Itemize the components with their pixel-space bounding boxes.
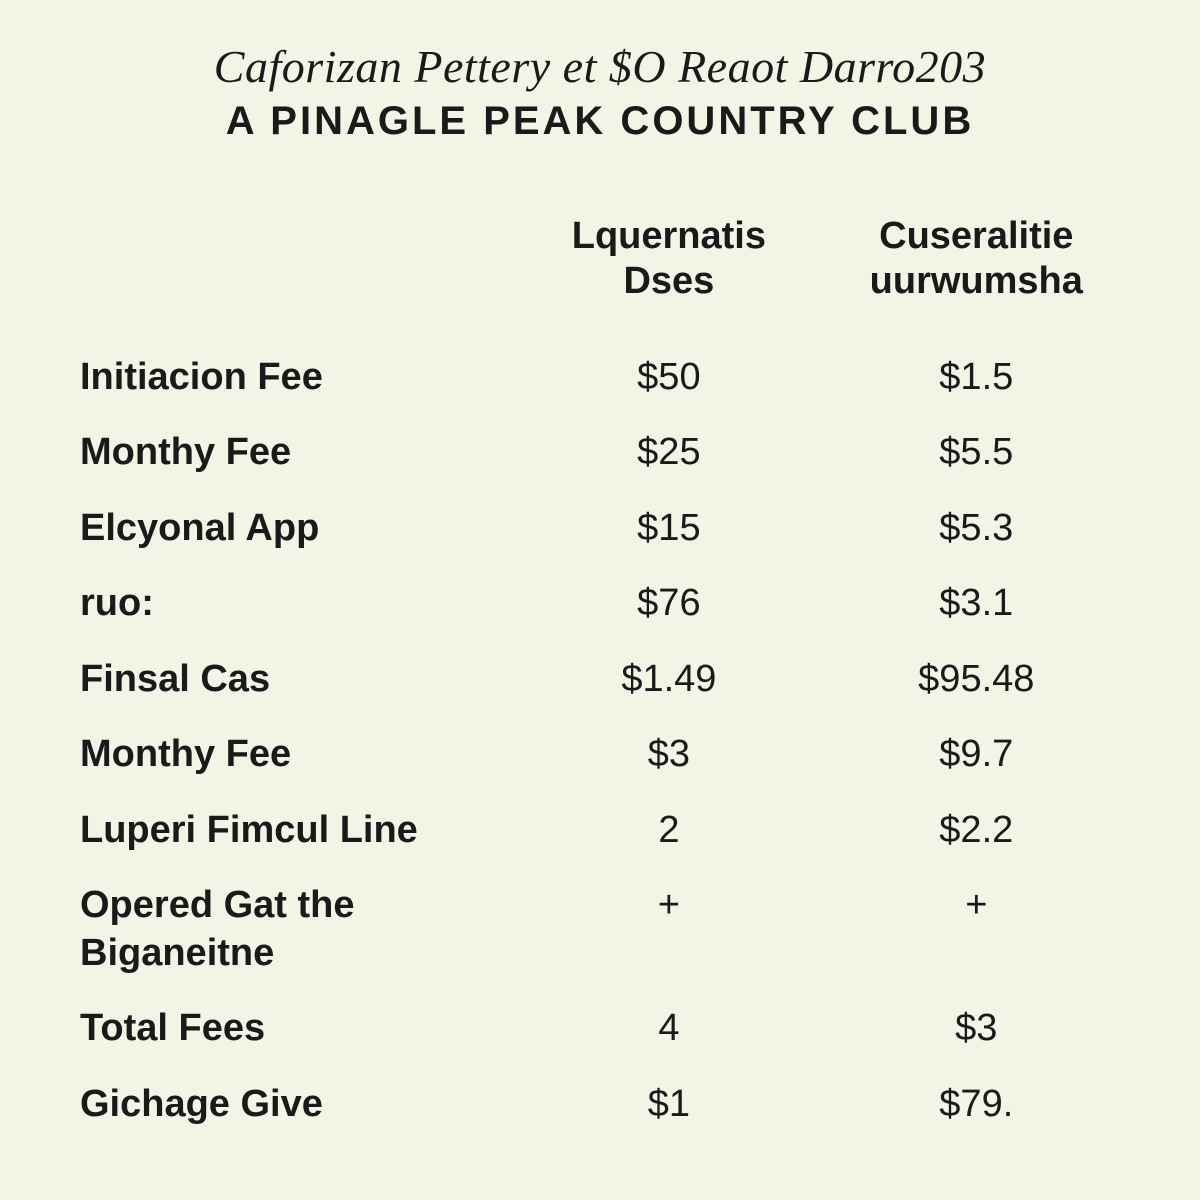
table-row: Elcyonal App $15 $5.3 — [70, 491, 1130, 567]
row-val-2: $5.5 — [823, 415, 1130, 491]
col-header-1: Lquernatis Dses — [515, 214, 822, 340]
table-row: Luperi Fimcul Line 2 $2.2 — [70, 793, 1130, 869]
row-label: Elcyonal App — [70, 491, 515, 567]
row-val-1: + — [515, 868, 822, 991]
row-val-2: $3.1 — [823, 566, 1130, 642]
table-row: Initiacion Fee $50 $1.5 — [70, 340, 1130, 416]
col-spacer — [70, 214, 515, 340]
row-val-2: $5.3 — [823, 491, 1130, 567]
table-row: Monthy Fee $25 $5.5 — [70, 415, 1130, 491]
table-header-row: Lquernatis Dses Cuseralitie uurwumsha — [70, 214, 1130, 340]
row-val-1: $25 — [515, 415, 822, 491]
row-val-1: $76 — [515, 566, 822, 642]
row-val-2: + — [823, 868, 1130, 991]
page-subtitle: A PINAGLE PEAK COUNTRY CLUB — [70, 99, 1130, 144]
row-label: Initiacion Fee — [70, 340, 515, 416]
table-row: Opered Gat the Biganeitne + + — [70, 868, 1130, 991]
row-label: Total Fees — [70, 991, 515, 1067]
row-val-1: $1.49 — [515, 642, 822, 718]
col-header-1-line1: Lquernatis — [572, 215, 766, 257]
row-val-2: $1.5 — [823, 340, 1130, 416]
table-row: Gichage Give $1 $79. — [70, 1067, 1130, 1143]
row-label: Finsal Cas — [70, 642, 515, 718]
col-header-1-line2: Dses — [623, 260, 714, 302]
page: Caforizan Pettery et $O Reaot Darro203 A… — [0, 0, 1200, 1200]
row-label: Opered Gat the Biganeitne — [70, 868, 515, 991]
row-val-1: $50 — [515, 340, 822, 416]
row-val-1: $3 — [515, 717, 822, 793]
col-header-2-line2: uurwumsha — [870, 260, 1083, 302]
row-val-1: $1 — [515, 1067, 822, 1143]
row-label: Monthy Fee — [70, 415, 515, 491]
row-val-2: $2.2 — [823, 793, 1130, 869]
row-val-1: 4 — [515, 991, 822, 1067]
page-title: Caforizan Pettery et $O Reaot Darro203 — [70, 40, 1130, 93]
row-label: Monthy Fee — [70, 717, 515, 793]
table-row: Monthy Fee $3 $9.7 — [70, 717, 1130, 793]
row-val-1: 2 — [515, 793, 822, 869]
col-header-2: Cuseralitie uurwumsha — [823, 214, 1130, 340]
fees-table: Lquernatis Dses Cuseralitie uurwumsha In… — [70, 214, 1130, 1142]
row-label: Luperi Fimcul Line — [70, 793, 515, 869]
row-val-2: $9.7 — [823, 717, 1130, 793]
table-row: Total Fees 4 $3 — [70, 991, 1130, 1067]
row-val-2: $79. — [823, 1067, 1130, 1143]
row-val-2: $3 — [823, 991, 1130, 1067]
col-header-2-line1: Cuseralitie — [879, 215, 1073, 257]
table-row: ruo: $76 $3.1 — [70, 566, 1130, 642]
row-val-2: $95.48 — [823, 642, 1130, 718]
row-label: Gichage Give — [70, 1067, 515, 1143]
row-label: ruo: — [70, 566, 515, 642]
row-val-1: $15 — [515, 491, 822, 567]
table-row: Finsal Cas $1.49 $95.48 — [70, 642, 1130, 718]
